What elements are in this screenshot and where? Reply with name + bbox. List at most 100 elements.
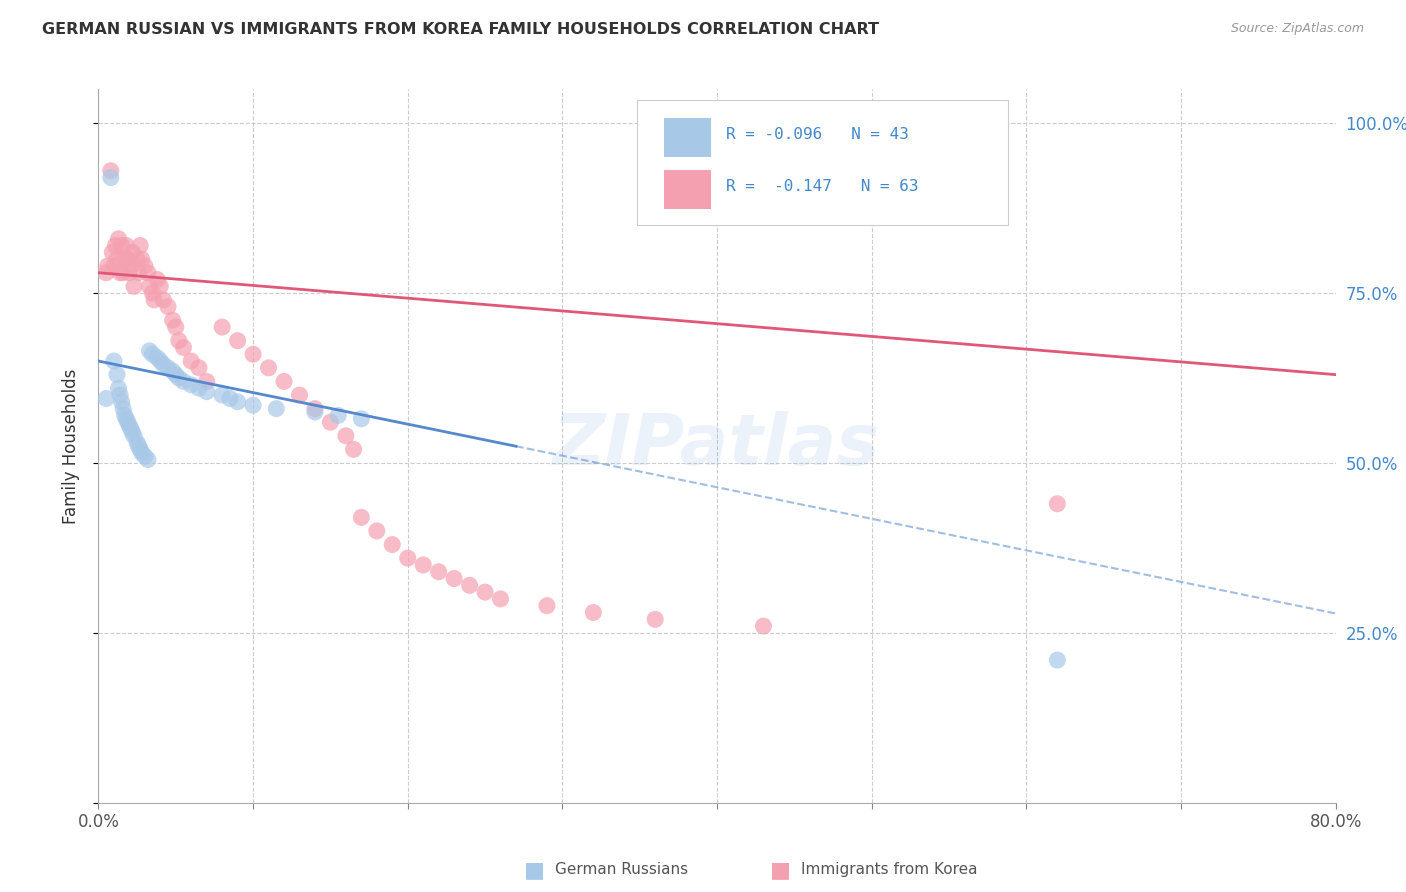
Point	[100, 163, 122, 178]
Point	[195, 375, 218, 389]
Point	[105, 252, 128, 266]
Point	[644, 612, 666, 626]
Point	[157, 300, 180, 314]
Point	[474, 585, 496, 599]
Point	[120, 422, 142, 436]
Point	[117, 415, 139, 429]
Point	[122, 279, 145, 293]
Text: ■: ■	[524, 860, 544, 880]
Point	[165, 320, 187, 334]
Point	[489, 591, 512, 606]
Point	[167, 371, 190, 385]
Point	[396, 551, 419, 566]
Point	[128, 439, 150, 453]
Point	[118, 418, 141, 433]
Point	[152, 358, 174, 372]
Point	[146, 272, 169, 286]
Point	[118, 266, 141, 280]
Point	[108, 388, 131, 402]
Point	[427, 565, 450, 579]
Point	[257, 360, 280, 375]
Point	[162, 313, 184, 327]
Point	[1046, 497, 1069, 511]
Point	[350, 510, 373, 524]
Point	[142, 347, 165, 361]
Point	[335, 429, 357, 443]
Text: Immigrants from Korea: Immigrants from Korea	[801, 863, 979, 877]
Point	[366, 524, 388, 538]
Point	[129, 442, 152, 457]
Point	[149, 354, 172, 368]
Point	[195, 384, 218, 399]
Text: German Russians: German Russians	[555, 863, 689, 877]
Point	[121, 425, 143, 440]
Point	[288, 388, 311, 402]
Point	[242, 347, 264, 361]
Point	[211, 388, 233, 402]
Text: Source: ZipAtlas.com: Source: ZipAtlas.com	[1230, 22, 1364, 36]
Bar	[664, 169, 711, 209]
Point	[180, 354, 202, 368]
Point	[134, 449, 156, 463]
Point	[536, 599, 558, 613]
Point	[111, 238, 134, 252]
Point	[121, 245, 143, 260]
Text: ZIPatlas: ZIPatlas	[554, 411, 880, 481]
Point	[112, 401, 135, 416]
Point	[105, 368, 128, 382]
Point	[343, 442, 366, 457]
Point	[107, 232, 129, 246]
Text: R =  -0.147   N = 63: R = -0.147 N = 63	[725, 179, 918, 194]
Point	[138, 279, 160, 293]
Point	[136, 452, 159, 467]
Point	[103, 259, 125, 273]
Point	[458, 578, 481, 592]
Point	[96, 266, 118, 280]
Point	[266, 401, 288, 416]
Point	[127, 435, 149, 450]
Point	[273, 375, 295, 389]
Point	[211, 320, 233, 334]
Point	[143, 293, 166, 307]
Point	[111, 394, 134, 409]
Point	[752, 619, 775, 633]
Point	[582, 606, 605, 620]
Point	[122, 429, 145, 443]
Point	[412, 558, 434, 572]
Point	[104, 238, 127, 252]
Point	[97, 259, 120, 273]
Point	[128, 266, 150, 280]
Point	[134, 259, 156, 273]
Point	[242, 398, 264, 412]
Point	[219, 392, 242, 406]
Text: GERMAN RUSSIAN VS IMMIGRANTS FROM KOREA FAMILY HOUSEHOLDS CORRELATION CHART: GERMAN RUSSIAN VS IMMIGRANTS FROM KOREA …	[42, 22, 879, 37]
Point	[114, 252, 136, 266]
Point	[100, 170, 122, 185]
Bar	[664, 118, 711, 157]
Point	[226, 334, 249, 348]
Point	[149, 279, 172, 293]
Point	[226, 394, 249, 409]
Point	[114, 409, 136, 423]
Point	[101, 245, 124, 260]
Point	[108, 266, 131, 280]
Text: ■: ■	[770, 860, 790, 880]
Point	[1046, 653, 1069, 667]
Point	[304, 405, 326, 419]
Point	[162, 364, 184, 378]
Point	[129, 238, 152, 252]
Point	[131, 446, 153, 460]
Point	[180, 377, 202, 392]
Point	[136, 266, 159, 280]
Y-axis label: Family Households: Family Households	[62, 368, 80, 524]
Point	[188, 381, 211, 395]
Point	[107, 381, 129, 395]
Point	[326, 409, 350, 423]
Point	[167, 334, 190, 348]
Point	[173, 341, 195, 355]
Point	[131, 252, 153, 266]
Point	[173, 375, 195, 389]
Point	[115, 238, 138, 252]
Point	[127, 252, 149, 266]
Point	[381, 537, 404, 551]
